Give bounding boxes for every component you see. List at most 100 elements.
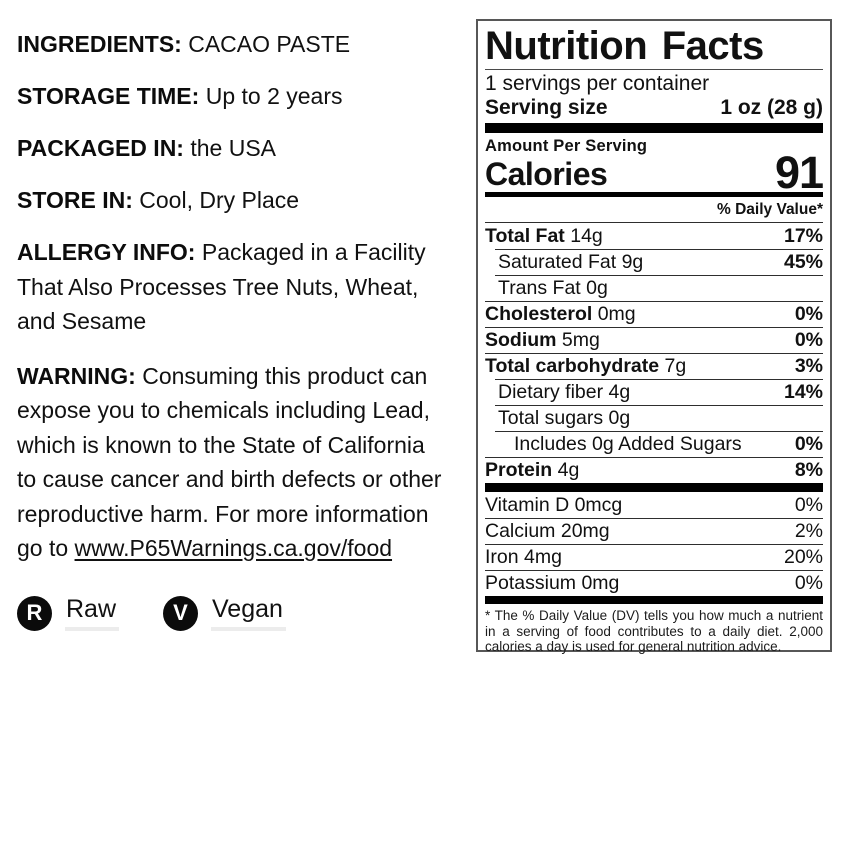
amount-per-serving-label: Amount Per Serving bbox=[485, 137, 648, 155]
row-divider bbox=[485, 570, 823, 571]
row-divider bbox=[495, 379, 823, 380]
raw-badge: R Raw bbox=[17, 595, 120, 631]
row-divider bbox=[485, 457, 823, 458]
row-divider bbox=[485, 327, 823, 328]
nutrient-name: Iron 4mg bbox=[485, 546, 562, 568]
nutrient-row: Cholesterol 0mg 0% bbox=[485, 301, 823, 327]
nutrient-name: Cholesterol 0mg bbox=[485, 303, 636, 325]
daily-value: 45% bbox=[783, 251, 823, 273]
nutrition-facts-title: Nutrition Facts bbox=[485, 24, 764, 68]
medium-bar bbox=[485, 192, 823, 197]
row-divider bbox=[485, 518, 823, 519]
row-divider bbox=[495, 405, 823, 406]
nutrient-row: Potassium 0mg 0% bbox=[485, 570, 823, 596]
daily-value: 20% bbox=[783, 546, 823, 568]
nutrient-name: Potassium 0mg bbox=[485, 572, 620, 594]
daily-value-divider bbox=[485, 222, 823, 223]
nutrient-name: Saturated Fat 9g bbox=[498, 251, 644, 273]
nutrient-name: Dietary fiber 4g bbox=[498, 381, 631, 403]
p65-warning-link[interactable]: www.P65Warnings.ca.gov/food bbox=[74, 535, 393, 561]
allergy-info-label: ALLERGY INFO: bbox=[17, 239, 196, 265]
thick-bar-middle bbox=[485, 483, 823, 492]
packaged-in-value: the USA bbox=[190, 135, 277, 161]
row-divider bbox=[495, 249, 823, 250]
nutrition-facts-label: Nutrition Facts 1 servings per container… bbox=[476, 19, 832, 654]
servings-per-container: 1 servings per container bbox=[485, 72, 710, 95]
nutrient-row: Total carbohydrate 7g 3% bbox=[485, 353, 823, 379]
nutrient-row: Trans Fat 0g bbox=[485, 275, 823, 301]
nutrient-row: Sodium 5mg 0% bbox=[485, 327, 823, 353]
calories-value: 91 bbox=[774, 147, 824, 198]
daily-value: 8% bbox=[794, 459, 823, 481]
attribute-badges: R Raw V Vegan bbox=[17, 595, 479, 631]
store-in-label: STORE IN: bbox=[17, 187, 133, 213]
vegan-badge: V Vegan bbox=[163, 595, 286, 631]
nutrient-name: Sodium 5mg bbox=[485, 329, 600, 351]
calories-row: Calories 91 bbox=[485, 147, 824, 198]
allergy-info-text: Packaged in a Facility That Also Process… bbox=[17, 239, 426, 334]
nutrient-row: Iron 4mg 20% bbox=[485, 544, 823, 570]
row-divider bbox=[495, 275, 823, 276]
warning-paragraph: WARNING: Consuming this product can expo… bbox=[17, 359, 479, 566]
storage-time-line: STORAGE TIME: Up to 2 years bbox=[17, 79, 479, 113]
thick-bar-bottom bbox=[485, 596, 823, 604]
daily-value-header: % Daily Value* bbox=[717, 201, 823, 218]
raw-badge-label: Raw bbox=[65, 595, 120, 631]
serving-size-row: Serving size 1 oz (28 g) bbox=[485, 96, 823, 123]
daily-value: 14% bbox=[783, 381, 823, 403]
daily-value: 3% bbox=[794, 355, 823, 377]
storage-time-label: STORAGE TIME: bbox=[17, 83, 200, 109]
nutrient-name: Total sugars 0g bbox=[498, 407, 631, 429]
warning-text: Consuming this product can expose you to… bbox=[17, 362, 442, 562]
serving-size-label: Serving size bbox=[485, 96, 608, 119]
daily-value: 0% bbox=[794, 572, 823, 594]
packaged-in-label: PACKAGED IN: bbox=[17, 135, 184, 161]
nutrient-row: Saturated Fat 9g 45% bbox=[485, 249, 823, 275]
nutrient-row: Vitamin D 0mcg 0% bbox=[485, 492, 823, 518]
nutrient-name: Trans Fat 0g bbox=[498, 277, 608, 299]
store-in-line: STORE IN: Cool, Dry Place bbox=[17, 183, 479, 217]
allergy-info-paragraph: ALLERGY INFO: Packaged in a Facility Tha… bbox=[17, 235, 479, 339]
daily-value: 2% bbox=[794, 520, 823, 542]
store-in-value: Cool, Dry Place bbox=[139, 187, 300, 213]
row-divider bbox=[495, 431, 823, 432]
ingredients-line: INGREDIENTS: CACAO PASTE bbox=[17, 27, 479, 61]
nutrient-name: Includes 0g Added Sugars bbox=[514, 433, 742, 455]
daily-value: 0% bbox=[794, 329, 823, 351]
ingredients-value: CACAO PASTE bbox=[188, 31, 351, 57]
nutrient-row: Calcium 20mg 2% bbox=[485, 518, 823, 544]
row-divider bbox=[485, 353, 823, 354]
vegan-icon: V bbox=[163, 595, 199, 631]
vegan-badge-label: Vegan bbox=[211, 595, 286, 631]
warning-label: WARNING: bbox=[17, 362, 136, 389]
ingredients-label: INGREDIENTS: bbox=[17, 31, 182, 57]
daily-value: 0% bbox=[794, 494, 823, 516]
daily-value: 17% bbox=[783, 225, 823, 247]
serving-size-value: 1 oz (28 g) bbox=[720, 96, 823, 119]
raw-icon: R bbox=[17, 595, 52, 631]
daily-value: 0% bbox=[794, 433, 823, 455]
nutrient-name: Total Fat 14g bbox=[485, 225, 603, 247]
nutrient-row: Includes 0g Added Sugars 0% bbox=[485, 431, 823, 457]
title-divider bbox=[485, 69, 823, 70]
packaged-in-line: PACKAGED IN: the USA bbox=[17, 131, 479, 165]
calories-label: Calories bbox=[485, 156, 608, 192]
nutrient-name: Protein 4g bbox=[485, 459, 580, 481]
nutrient-row: Total sugars 0g bbox=[485, 405, 823, 431]
nutrient-row: Dietary fiber 4g 14% bbox=[485, 379, 823, 405]
row-divider bbox=[485, 544, 823, 545]
product-info-column: INGREDIENTS: CACAO PASTE STORAGE TIME: U… bbox=[17, 27, 479, 631]
nutrient-name: Total carbohydrate 7g bbox=[485, 355, 687, 377]
row-divider bbox=[485, 301, 823, 302]
micronutrient-rows: Vitamin D 0mcg 0% Calcium 20mg 2% Iron 4mg 20… bbox=[485, 492, 823, 596]
nutrient-name: Calcium 20mg bbox=[485, 520, 610, 542]
nutrient-row: Total Fat 14g 17% bbox=[485, 223, 823, 249]
daily-value: 0% bbox=[794, 303, 823, 325]
thick-bar-top bbox=[485, 123, 823, 133]
nutrient-name: Vitamin D 0mcg bbox=[485, 494, 623, 516]
daily-value-footnote: * The % Daily Value (DV) tells you how m… bbox=[485, 608, 823, 654]
nutrient-rows: Total Fat 14g 17% Saturated Fat 9g 45% Trans… bbox=[485, 223, 823, 483]
storage-time-value: Up to 2 years bbox=[205, 83, 343, 109]
nutrient-row: Protein 4g 8% bbox=[485, 457, 823, 483]
